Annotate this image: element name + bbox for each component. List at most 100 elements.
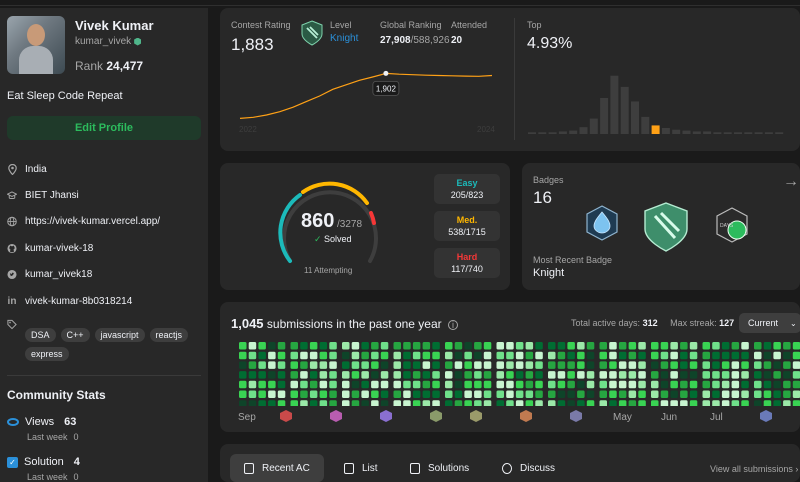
website-item[interactable]: https://vivek-kumar.vercel.app/ — [7, 209, 201, 235]
heatmap-cell — [239, 371, 247, 379]
contest-badge-icon[interactable] — [470, 410, 482, 422]
heatmap-cell — [412, 371, 421, 379]
heatmap-cell — [670, 371, 678, 379]
heatmap-cell — [277, 342, 286, 350]
contest-badge-icon[interactable] — [280, 410, 292, 422]
heatmap-cell — [557, 380, 566, 389]
heatmap-cell — [300, 380, 308, 389]
heatmap-cell — [783, 371, 791, 379]
heatmap-cell — [660, 390, 669, 398]
heatmap-cell — [535, 342, 543, 350]
skill-tag[interactable]: DSA — [25, 328, 56, 343]
view-all-submissions-link[interactable]: View all submissions › — [710, 464, 799, 474]
twitter-icon — [7, 270, 17, 280]
heatmap-cell — [319, 342, 328, 350]
heatmap-cell — [277, 361, 286, 369]
heatmap-cell — [783, 361, 791, 369]
contest-badge-icon[interactable] — [760, 410, 772, 422]
heatmap-cell — [731, 390, 740, 398]
heatmap-cell — [351, 351, 360, 360]
heatmap-cell — [309, 361, 318, 369]
heatmap-cell — [660, 400, 669, 406]
rating-point[interactable] — [383, 70, 389, 76]
heatmap-cell — [239, 380, 247, 389]
contest-badge-icon[interactable] — [570, 410, 582, 422]
badge-100-days-icon[interactable]: DAYS — [712, 205, 752, 245]
contest-badge-icon[interactable] — [330, 410, 342, 422]
heatmap-cell — [380, 371, 389, 379]
heatmap-cell — [380, 342, 389, 350]
submission-heatmap[interactable] — [231, 342, 800, 406]
globe-icon — [7, 217, 17, 227]
month-label: Jul — [710, 412, 723, 423]
skill-tag[interactable]: express — [25, 347, 69, 362]
profile-name: Vivek Kumar — [75, 18, 154, 33]
heatmap-cell — [651, 371, 659, 379]
tab-discuss[interactable]: Discuss — [502, 454, 555, 482]
heatmap-cell — [361, 361, 369, 369]
contest-badge-icon[interactable] — [430, 410, 442, 422]
arrow-right-icon[interactable]: → — [783, 173, 799, 190]
year-start-label: 2022 — [239, 125, 257, 134]
hard-stat[interactable]: Hard 117/740 — [434, 248, 500, 278]
heatmap-cell — [689, 390, 698, 398]
heatmap-cell — [628, 380, 637, 389]
heatmap-cell — [670, 400, 678, 406]
heatmap-cell — [618, 390, 627, 398]
histogram-bar — [641, 116, 650, 134]
rating-histogram[interactable] — [528, 68, 788, 138]
skill-tag[interactable]: javascript — [94, 328, 145, 343]
contest-badge-icon[interactable] — [520, 410, 532, 422]
twitter-item[interactable]: kumar_vivek18 — [7, 262, 201, 288]
skill-tag[interactable]: reactjs — [149, 328, 189, 343]
heatmap-cell — [525, 361, 534, 369]
heatmap-cell — [577, 351, 585, 360]
views-stat: Views 63 — [7, 416, 201, 428]
heatmap-cell — [535, 371, 543, 379]
heatmap-cell — [741, 351, 749, 360]
tab-solutions[interactable]: Solutions — [410, 454, 469, 482]
histogram-bar — [703, 131, 712, 134]
medium-stat[interactable]: Med. 538/1715 — [434, 211, 500, 241]
knight-badge-icon[interactable] — [642, 201, 690, 253]
heatmap-cell — [548, 390, 556, 398]
badge-50-days-icon[interactable] — [582, 203, 622, 243]
heatmap-cell — [483, 342, 492, 350]
month-label: Jun — [661, 412, 677, 423]
heatmap-cell — [403, 400, 411, 406]
rating-line-chart[interactable]: 2022 2024 1,902 — [234, 60, 502, 140]
edit-profile-button[interactable]: Edit Profile — [7, 116, 201, 140]
heatmap-cell — [754, 361, 762, 369]
year-select[interactable]: Current ⌄ — [739, 313, 800, 333]
heatmap-cell — [277, 400, 286, 406]
knight-badge-icon — [134, 37, 142, 46]
heatmap-cell — [515, 342, 524, 350]
heatmap-cell — [342, 390, 350, 398]
heatmap-cell — [702, 380, 710, 389]
avatar[interactable] — [7, 16, 65, 74]
easy-stat[interactable]: Easy 205/823 — [434, 174, 500, 204]
tab-list[interactable]: List — [344, 454, 378, 482]
tab-recent-ac[interactable]: Recent AC — [230, 454, 324, 482]
heatmap-cell — [300, 390, 308, 398]
heatmap-cell — [609, 351, 617, 360]
community-stats-title: Community Stats — [7, 388, 106, 403]
heatmap-cell — [380, 390, 389, 398]
github-item[interactable]: kumar-vivek-18 — [7, 235, 201, 261]
heatmap-cell — [506, 380, 514, 389]
linkedin-item[interactable]: in vivek-kumar-8b0318214 — [7, 295, 133, 307]
histogram-bar — [723, 132, 732, 134]
heatmap-cell — [248, 390, 257, 398]
heatmap-cell — [474, 400, 482, 406]
heatmap-cell — [783, 380, 791, 389]
heatmap-cell — [371, 400, 379, 406]
heatmap-cell — [773, 400, 781, 406]
contest-badge-icon[interactable] — [380, 410, 392, 422]
heatmap-cell — [393, 351, 401, 360]
skill-tag[interactable]: C++ — [60, 328, 90, 343]
info-icon[interactable]: i — [448, 320, 458, 330]
heatmap-cell — [638, 390, 646, 398]
heatmap-cell — [380, 351, 389, 360]
heatmap-cell — [680, 400, 688, 406]
histogram-bar — [589, 118, 598, 134]
